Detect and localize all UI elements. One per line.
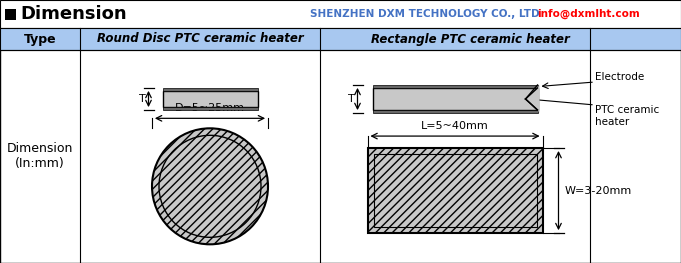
Circle shape: [152, 128, 268, 244]
Text: D=5~25mm: D=5~25mm: [175, 103, 245, 113]
Text: Type: Type: [24, 33, 57, 45]
Text: L=5~40mm: L=5~40mm: [421, 121, 489, 131]
Bar: [0, 28, 681, 263]
Text: SHENZHEN DXM TECHNOLOGY CO., LTD: SHENZHEN DXM TECHNOLOGY CO., LTD: [310, 9, 539, 19]
Bar: [0, 28, 681, 50]
Bar: [5, 8, 16, 19]
Bar: [368, 148, 543, 233]
Bar: [0, 0, 681, 28]
Text: PTC ceramic
heater: PTC ceramic heater: [595, 105, 659, 127]
Text: Electrode: Electrode: [595, 72, 644, 82]
Text: T: T: [348, 94, 355, 104]
Bar: [373, 154, 537, 227]
Text: T: T: [139, 94, 146, 104]
Text: Dimension
(In:mm): Dimension (In:mm): [7, 143, 73, 170]
Text: Rectangle PTC ceramic heater: Rectangle PTC ceramic heater: [370, 33, 569, 45]
Bar: [163, 88, 257, 91]
Text: W=3-20mm: W=3-20mm: [565, 186, 632, 196]
Bar: [373, 88, 537, 110]
Bar: [373, 110, 537, 113]
Bar: [163, 107, 257, 110]
Polygon shape: [526, 85, 539, 113]
Bar: [373, 85, 537, 88]
Text: Dimension: Dimension: [20, 5, 127, 23]
Bar: [163, 91, 257, 107]
Text: Round Disc PTC ceramic heater: Round Disc PTC ceramic heater: [97, 33, 303, 45]
Text: info@dxmlht.com: info@dxmlht.com: [537, 9, 639, 19]
